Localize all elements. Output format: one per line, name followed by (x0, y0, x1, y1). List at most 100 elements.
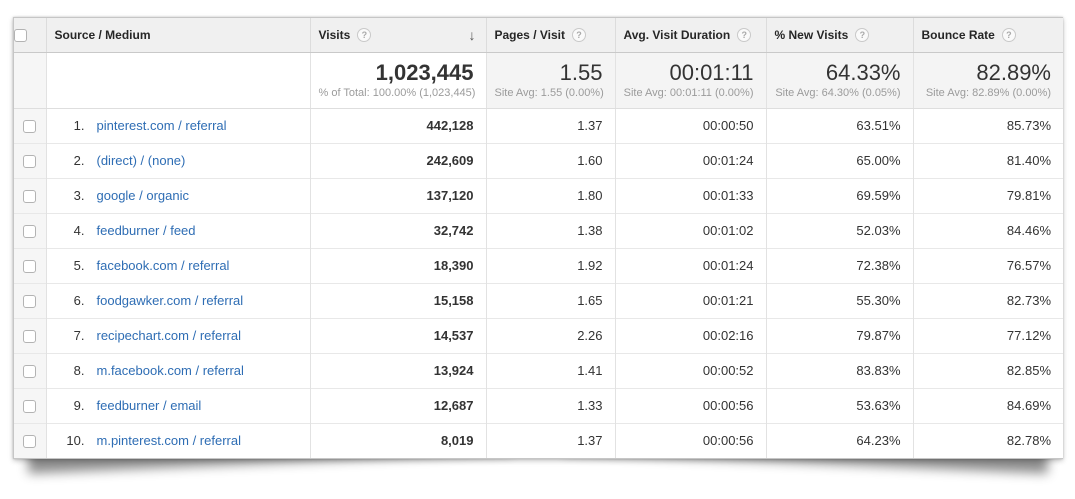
bounce-rate-cell: 79.81% (913, 178, 1063, 213)
row-select-cell (14, 213, 46, 248)
column-label: Bounce Rate (922, 28, 995, 42)
pages-visit-cell: 1.41 (486, 353, 615, 388)
summary-avg-duration-value: 00:01:11 (624, 60, 754, 86)
new-visits-cell: 65.00% (766, 143, 913, 178)
source-medium-link[interactable]: google / organic (97, 188, 190, 203)
bounce-rate-cell: 82.78% (913, 423, 1063, 458)
new-visits-cell: 69.59% (766, 178, 913, 213)
summary-visits: 1,023,445 % of Total: 100.00% (1,023,445… (310, 52, 486, 108)
visits-cell: 18,390 (310, 248, 486, 283)
summary-bounce-rate-value: 82.89% (922, 60, 1052, 86)
avg-duration-cell: 00:01:24 (615, 248, 766, 283)
source-medium-cell: 9. feedburner / email (46, 388, 310, 423)
row-rank: 4. (55, 223, 85, 238)
column-label: % New Visits (775, 28, 849, 42)
source-medium-link[interactable]: (direct) / (none) (97, 153, 186, 168)
summary-pages-visit: 1.55 Site Avg: 1.55 (0.00%) (486, 52, 615, 108)
visits-cell: 13,924 (310, 353, 486, 388)
table-row: 6.foodgawker.com / referral 15,158 1.65 … (14, 283, 1063, 318)
help-icon[interactable]: ? (572, 28, 586, 42)
table-row: 10.m.pinterest.com / referral 8,019 1.37… (14, 423, 1063, 458)
row-checkbox[interactable] (23, 435, 36, 448)
column-header-visits[interactable]: Visits ? ↓ (310, 18, 486, 52)
row-checkbox[interactable] (23, 400, 36, 413)
avg-duration-cell: 00:00:50 (615, 108, 766, 143)
row-rank: 10. (55, 433, 85, 448)
row-rank: 1. (55, 118, 85, 133)
source-medium-cell: 10. m.pinterest.com / referral (46, 423, 310, 458)
source-medium-cell: 8.m.facebook.com / referral (46, 353, 310, 388)
table-row: 1.pinterest.com / referral 442,128 1.37 … (14, 108, 1063, 143)
source-medium-cell: 2.(direct) / (none) (46, 143, 310, 178)
avg-duration-cell: 00:00:52 (615, 353, 766, 388)
source-medium-link[interactable]: feedburner / feed (97, 223, 196, 238)
summary-visits-subtext: % of Total: 100.00% (1,023,445) (319, 86, 474, 100)
summary-visits-total: 1,023,445 (319, 60, 474, 86)
table-header-row: Source / Medium Visits ? ↓ Pages / Visit… (14, 18, 1063, 52)
row-checkbox[interactable] (23, 155, 36, 168)
source-medium-link[interactable]: foodgawker.com / referral (97, 293, 244, 308)
bounce-rate-cell: 82.85% (913, 353, 1063, 388)
row-checkbox[interactable] (23, 225, 36, 238)
row-select-cell (14, 318, 46, 353)
pages-visit-cell: 1.60 (486, 143, 615, 178)
source-medium-link[interactable]: m.facebook.com / referral (97, 363, 244, 378)
summary-avg-duration: 00:01:11 Site Avg: 00:01:11 (0.00%) (615, 52, 766, 108)
avg-duration-cell: 00:01:02 (615, 213, 766, 248)
row-select-cell (14, 388, 46, 423)
new-visits-cell: 72.38% (766, 248, 913, 283)
help-icon[interactable]: ? (357, 28, 371, 42)
row-checkbox[interactable] (23, 260, 36, 273)
source-medium-cell: 7.recipechart.com / referral (46, 318, 310, 353)
source-medium-link[interactable]: recipechart.com / referral (97, 328, 242, 343)
row-checkbox[interactable] (23, 365, 36, 378)
table-row: 3.google / organic 137,120 1.80 00:01:33… (14, 178, 1063, 213)
column-header-bounce-rate[interactable]: Bounce Rate ? (913, 18, 1063, 52)
analytics-table-sheet: Source / Medium Visits ? ↓ Pages / Visit… (13, 17, 1063, 459)
row-checkbox[interactable] (23, 120, 36, 133)
column-header-avg-visit-duration[interactable]: Avg. Visit Duration ? (615, 18, 766, 52)
avg-duration-cell: 00:00:56 (615, 388, 766, 423)
source-medium-link[interactable]: pinterest.com / referral (97, 118, 227, 133)
source-medium-link[interactable]: m.pinterest.com / referral (97, 433, 242, 448)
row-select-cell (14, 108, 46, 143)
summary-spacer (46, 52, 310, 108)
column-header-pages-visit[interactable]: Pages / Visit ? (486, 18, 615, 52)
pages-visit-cell: 1.38 (486, 213, 615, 248)
row-select-cell (14, 283, 46, 318)
analytics-table-shadow-wrap: Source / Medium Visits ? ↓ Pages / Visit… (13, 17, 1063, 459)
row-rank: 9. (55, 398, 85, 413)
row-checkbox[interactable] (23, 295, 36, 308)
visits-cell: 14,537 (310, 318, 486, 353)
row-select-cell (14, 178, 46, 213)
visits-cell: 12,687 (310, 388, 486, 423)
source-medium-cell: 6.foodgawker.com / referral (46, 283, 310, 318)
source-medium-link[interactable]: feedburner / email (97, 398, 202, 413)
source-medium-cell: 1. pinterest.com / referral (46, 108, 310, 143)
table-row: 2.(direct) / (none) 242,609 1.60 00:01:2… (14, 143, 1063, 178)
source-medium-link[interactable]: facebook.com / referral (97, 258, 230, 273)
column-label: Visits (319, 28, 351, 42)
row-checkbox[interactable] (23, 190, 36, 203)
avg-duration-cell: 00:01:21 (615, 283, 766, 318)
new-visits-cell: 53.63% (766, 388, 913, 423)
column-header-source-medium[interactable]: Source / Medium (46, 18, 310, 52)
help-icon[interactable]: ? (737, 28, 751, 42)
select-all-checkbox[interactable] (14, 29, 27, 42)
row-select-cell (14, 353, 46, 388)
column-header-new-visits[interactable]: % New Visits ? (766, 18, 913, 52)
summary-bounce-rate-subtext: Site Avg: 82.89% (0.00%) (922, 86, 1052, 100)
new-visits-cell: 83.83% (766, 353, 913, 388)
help-icon[interactable]: ? (1002, 28, 1016, 42)
sort-descending-icon[interactable]: ↓ (469, 27, 478, 43)
pages-visit-cell: 1.37 (486, 108, 615, 143)
visits-cell: 32,742 (310, 213, 486, 248)
row-checkbox[interactable] (23, 330, 36, 343)
summary-pages-visit-value: 1.55 (495, 60, 603, 86)
help-icon[interactable]: ? (855, 28, 869, 42)
pages-visit-cell: 1.80 (486, 178, 615, 213)
pages-visit-cell: 1.65 (486, 283, 615, 318)
row-select-cell (14, 143, 46, 178)
bounce-rate-cell: 85.73% (913, 108, 1063, 143)
bounce-rate-cell: 81.40% (913, 143, 1063, 178)
